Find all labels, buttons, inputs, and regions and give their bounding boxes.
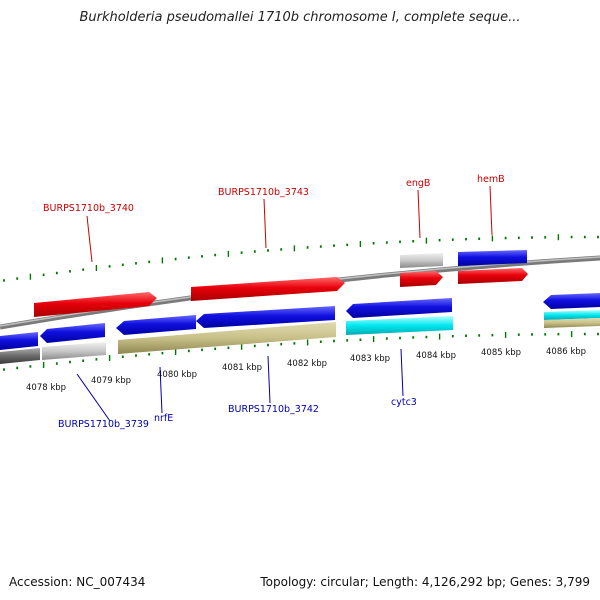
gene-nrfe[interactable] xyxy=(116,315,196,335)
gene-burps1710b-3740[interactable] xyxy=(34,292,157,317)
gene-label-nrfe[interactable]: nrfE xyxy=(154,413,173,424)
gene-engb[interactable] xyxy=(400,271,443,287)
pseudogene-reverse-1[interactable] xyxy=(42,342,106,360)
topology-text: Topology: circular; Length: 4,126,292 bp… xyxy=(260,575,590,589)
pseudogene-forward-1[interactable] xyxy=(400,253,443,268)
outer-tick-ring xyxy=(3,234,599,282)
gene-hemb[interactable] xyxy=(458,268,528,284)
cds-khaki-1[interactable] xyxy=(118,322,336,354)
gene-label-burps1710b-3742[interactable]: BURPS1710b_3742 xyxy=(228,404,319,415)
accession-text: Accession: NC_007434 xyxy=(9,575,146,589)
tick-label: 4082 kbp xyxy=(287,359,327,369)
tick-label: 4079 kbp xyxy=(91,376,131,386)
tick-labels: 4078 kbp 4079 kbp 4080 kbp 4081 kbp 4082 kbp… xyxy=(26,347,586,393)
gene-label-burps1710b-3739[interactable]: BURPS1710b_3739 xyxy=(58,419,149,430)
gene-label-hemb[interactable]: hemB xyxy=(477,174,505,185)
reverse-strand-features xyxy=(0,293,600,364)
gene-label-burps1710b-3740[interactable]: BURPS1710b_3740 xyxy=(43,203,134,214)
gene-burps1710b-3743[interactable] xyxy=(191,277,345,301)
forward-strand-features xyxy=(34,250,528,317)
cds-khaki-2[interactable] xyxy=(544,318,600,328)
gene-label-cytc3[interactable]: cytc3 xyxy=(391,397,417,408)
tick-label: 4078 kbp xyxy=(26,383,66,393)
trna-right-edge[interactable] xyxy=(544,310,600,320)
feature-dark-left[interactable] xyxy=(0,348,40,364)
gene-burps1710b-3739[interactable] xyxy=(40,323,105,343)
gene-label-engb[interactable]: engB xyxy=(406,178,430,189)
tick-label: 4084 kbp xyxy=(416,351,456,361)
tick-label: 4081 kbp xyxy=(222,363,262,373)
gene-reverse-left-edge[interactable] xyxy=(0,332,38,350)
gene-label-burps1710b-3743[interactable]: BURPS1710b_3743 xyxy=(218,187,309,198)
inner-tick-ring xyxy=(3,331,599,371)
tick-label: 4080 kbp xyxy=(157,370,197,380)
tick-label: 4083 kbp xyxy=(350,354,390,364)
gene-reverse-right-edge[interactable] xyxy=(543,293,600,309)
trna-cytc3[interactable] xyxy=(346,316,453,335)
tick-label: 4086 kbp xyxy=(546,347,586,357)
gene-blue-forward-1[interactable] xyxy=(458,250,527,266)
gene-reverse-mid[interactable] xyxy=(346,298,452,318)
map-title: Burkholderia pseudomallei 1710b chromoso… xyxy=(79,10,521,25)
gene-labels: BURPS1710b_3740 BURPS1710b_3743 engB hem… xyxy=(43,174,505,430)
gene-burps1710b-3742[interactable] xyxy=(196,306,335,328)
tick-label: 4085 kbp xyxy=(481,348,521,358)
label-connectors xyxy=(76,185,493,422)
